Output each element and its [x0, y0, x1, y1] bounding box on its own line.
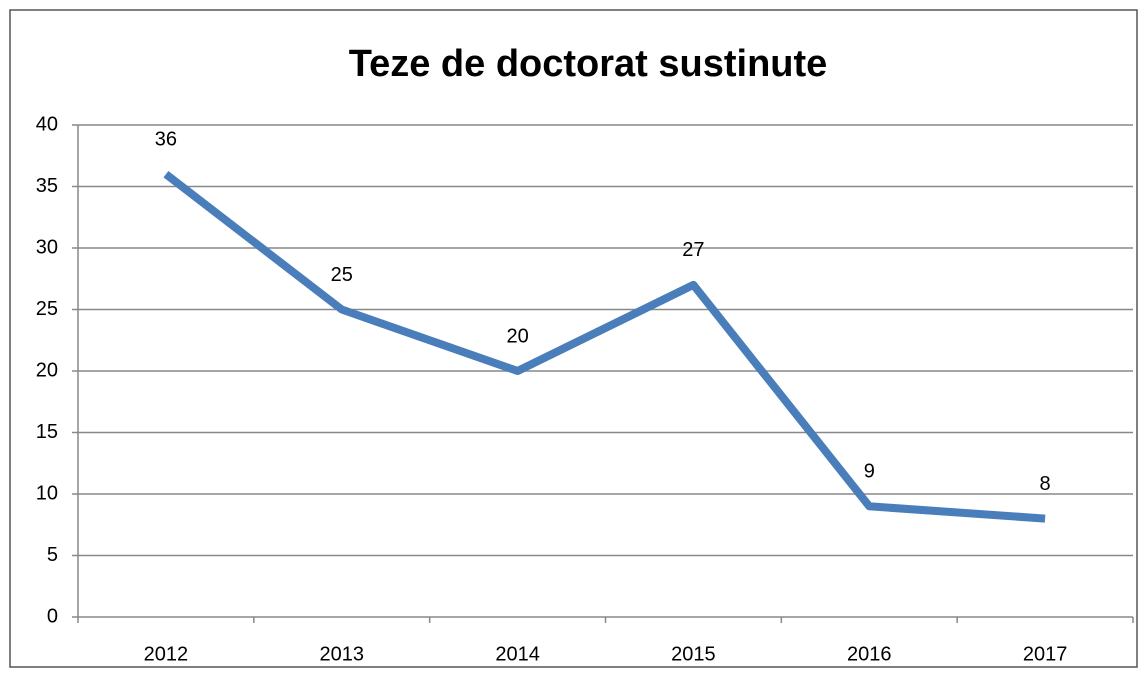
data-label: 20: [506, 325, 528, 347]
y-tick-label: 15: [36, 421, 58, 443]
y-tick-label: 5: [47, 544, 58, 566]
y-tick-label: 35: [36, 175, 58, 197]
x-tick-label: 2012: [144, 643, 189, 665]
y-tick-label: 40: [36, 113, 58, 135]
x-tick-label: 2016: [847, 643, 892, 665]
data-label: 27: [682, 239, 704, 261]
data-label: 9: [864, 461, 875, 483]
x-tick-label: 2014: [495, 643, 540, 665]
y-tick-label: 0: [47, 605, 58, 627]
x-tick-label: 2015: [671, 643, 716, 665]
y-tick-label: 25: [36, 298, 58, 320]
x-tick-label: 2013: [320, 643, 365, 665]
chart-title: Teze de doctorat sustinute: [349, 43, 828, 85]
y-tick-label: 20: [36, 359, 58, 381]
y-tick-label: 10: [36, 482, 58, 504]
x-tick-label: 2017: [1023, 643, 1068, 665]
data-label: 36: [155, 128, 177, 150]
data-label: 8: [1040, 473, 1051, 495]
data-line: [163, 171, 1046, 523]
data-label: 25: [331, 264, 353, 286]
y-tick-label: 30: [36, 236, 58, 258]
chart-border: [9, 9, 1138, 668]
